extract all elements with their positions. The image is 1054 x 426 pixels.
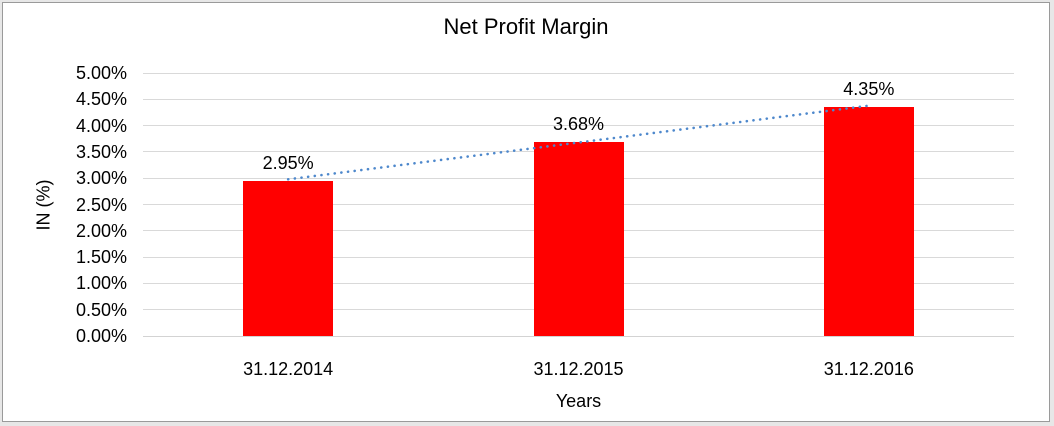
x-axis-line <box>143 335 1014 337</box>
y-axis-tick-label: 4.00% <box>75 115 127 136</box>
bar-value-label: 3.68% <box>552 114 605 135</box>
gridline <box>143 125 1014 127</box>
bar-value-label: 4.35% <box>843 79 895 100</box>
bar <box>243 180 334 336</box>
y-axis-tick-label: 2.50% <box>75 194 127 215</box>
y-axis-tick-label: 0.00% <box>75 326 127 346</box>
bar <box>533 142 624 336</box>
bar-value-label: 2.95% <box>262 152 314 173</box>
y-axis-tick-label: 2.00% <box>75 220 127 241</box>
y-axis-tick-label: 5.00% <box>75 63 127 83</box>
gridline <box>143 98 1014 100</box>
y-axis-tick-label: 3.50% <box>75 141 127 162</box>
x-axis-title: Years <box>555 391 602 411</box>
x-axis-tick-label: 31.12.2014 <box>243 359 334 379</box>
gridline <box>143 72 1014 74</box>
y-axis-tick-label: 4.50% <box>75 89 127 110</box>
bar <box>823 107 914 336</box>
chart-title: Net Profit Margin <box>443 14 609 39</box>
x-axis-tick-label: 31.12.2016 <box>823 359 914 379</box>
y-axis-tick-label: 3.00% <box>75 168 127 189</box>
y-axis-tick-label: 1.00% <box>75 273 127 294</box>
y-axis-tick-label: 1.50% <box>75 247 127 268</box>
plot-area: 2.95% 3.68% 4.35% <box>143 72 1014 337</box>
y-axis-tick-label: 0.50% <box>75 299 127 320</box>
trendline <box>286 104 871 181</box>
x-axis-tick-label: 31.12.2015 <box>533 359 624 379</box>
